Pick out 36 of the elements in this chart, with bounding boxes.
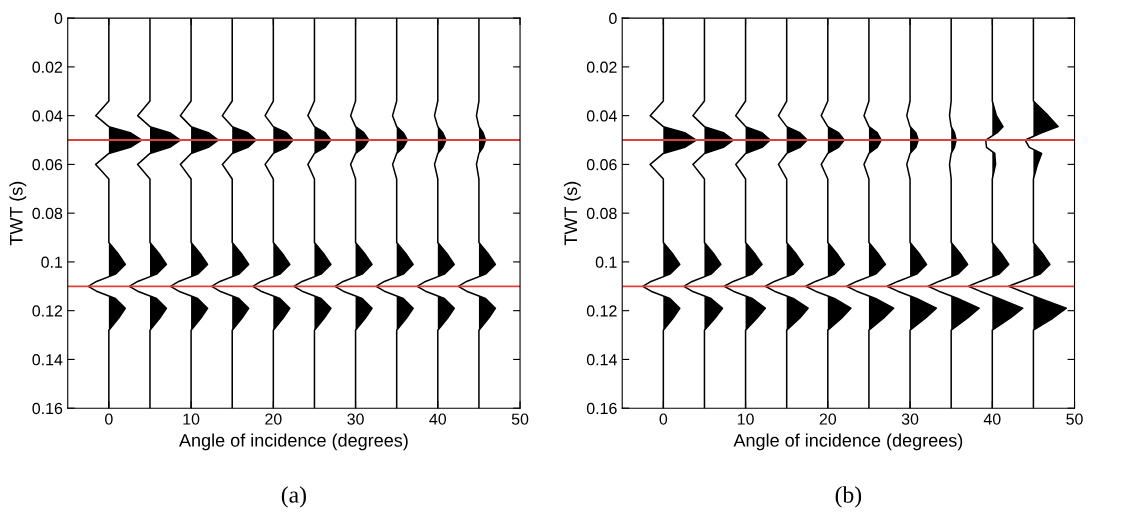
x-axis-title: Angle of incidence (degrees): [179, 433, 408, 451]
text: (b): [835, 486, 862, 508]
y-tick-label: 0.08: [32, 207, 63, 220]
y-tick-label: 0.02: [586, 61, 617, 73]
y-tick-label: 0.14: [586, 354, 617, 366]
y-tick-label: 0.12: [32, 305, 63, 317]
y-tick-label: 0: [609, 12, 617, 25]
x-tick-label: 0: [659, 413, 668, 425]
y-tick-label: 0.04: [586, 110, 617, 122]
y-axis-title: TWT (s): [9, 181, 27, 246]
y-tick-label: 0.12: [586, 305, 617, 317]
x-tick-label: 50: [511, 413, 529, 425]
y-tick-label: 0.16: [586, 402, 617, 415]
x-tick-label: 0: [105, 413, 113, 425]
x-tick-label: 40: [983, 413, 1001, 425]
y-tick-label: 0.1: [41, 256, 63, 268]
y-tick-label: 0: [54, 12, 63, 25]
text: (a): [281, 486, 306, 508]
y-tick-label: 0.14: [32, 354, 63, 366]
y-tick-label: 0.06: [586, 159, 617, 171]
y-tick-label: 0.08: [586, 207, 617, 220]
x-axis-title: Angle of incidence (degrees): [733, 433, 963, 451]
y-tick-label: 0.04: [32, 110, 63, 122]
x-tick-label: 20: [265, 413, 282, 425]
y-tick-label: 0.16: [32, 402, 63, 415]
y-tick-label: 0.06: [32, 159, 63, 171]
x-tick-label: 20: [819, 413, 837, 425]
y-tick-label: 0.02: [32, 61, 63, 73]
y-axis-title: TWT (s): [563, 181, 581, 246]
x-tick-label: 40: [429, 413, 447, 425]
x-tick-label: 30: [901, 413, 919, 425]
y-tick-label: 0.1: [595, 256, 617, 268]
x-tick-label: 50: [1066, 413, 1083, 425]
x-tick-label: 10: [183, 413, 200, 425]
x-tick-label: 10: [737, 413, 754, 425]
x-tick-label: 30: [347, 413, 364, 425]
